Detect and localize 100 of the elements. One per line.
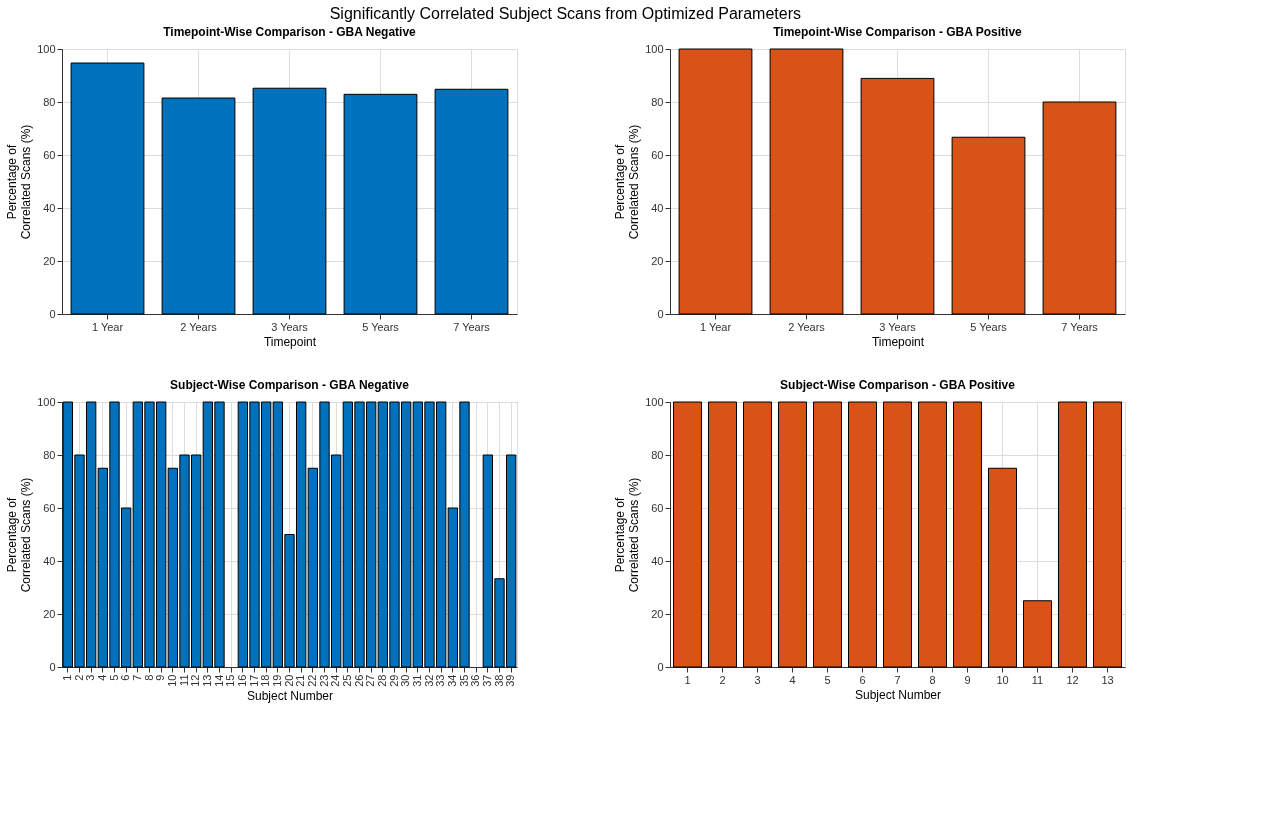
y-tick-label: 20 — [43, 254, 56, 267]
x-tick-label: 11 — [1031, 673, 1044, 686]
y-axis-title: Percentage of Correlated Scans (%) — [5, 124, 34, 240]
x-tick-label: 5 Years — [970, 320, 1008, 333]
x-tick-label: 37 — [480, 674, 493, 687]
chart-title: Timepoint-Wise Comparison - GBA Negative — [163, 25, 417, 39]
bar — [1042, 101, 1117, 315]
x-axis-title: Timepoint — [263, 334, 317, 349]
x-tick-label: 1 — [684, 673, 691, 686]
chart-title: Subject-Wise Comparison - GBA Positive — [780, 378, 1016, 392]
x-tick-label: 13 — [1101, 673, 1114, 686]
x-tick-label: 9 — [964, 673, 971, 686]
bar — [1058, 401, 1087, 668]
bar — [1023, 600, 1052, 668]
y-tick-label: 80 — [651, 448, 664, 461]
x-tick-label: 18 — [259, 674, 272, 687]
bar — [769, 48, 844, 315]
y-tick-label: 60 — [43, 501, 56, 514]
y-tick-label: 80 — [43, 95, 56, 108]
x-tick-label: 7 — [130, 674, 143, 681]
x-tick-label: 4 — [95, 674, 108, 681]
y-tick-label: 80 — [651, 95, 664, 108]
bar — [848, 401, 877, 668]
y-tick-label: 40 — [43, 554, 56, 567]
y-tick-label: 100 — [37, 42, 56, 55]
x-tick-label: 6 — [119, 674, 132, 681]
chart-title: Timepoint-Wise Comparison - GBA Positive — [773, 25, 1023, 39]
x-tick-label: 5 Years — [362, 320, 400, 333]
x-tick-label: 38 — [492, 674, 505, 687]
x-tick-label: 14 — [212, 674, 225, 687]
y-tick-label: 60 — [651, 148, 664, 161]
y-tick-label: 0 — [49, 307, 56, 320]
bar — [343, 93, 418, 315]
x-tick-label: 8 — [929, 673, 936, 686]
x-tick-label: 25 — [340, 674, 353, 687]
y-tick-label: 40 — [651, 554, 664, 567]
y-tick-label: 20 — [43, 607, 56, 620]
x-tick-label: 27 — [364, 674, 377, 687]
x-tick-label: 31 — [410, 674, 423, 687]
x-tick-label: 15 — [224, 674, 237, 687]
x-tick-label: 2 Years — [788, 320, 826, 333]
y-tick-label: 80 — [43, 448, 56, 461]
bar — [1093, 401, 1122, 668]
x-axis-title: Subject Number — [246, 688, 334, 703]
x-tick-label: 28 — [375, 674, 388, 687]
x-tick-label: 16 — [235, 674, 248, 687]
x-tick-label: 9 — [154, 674, 167, 681]
x-tick-label: 12 — [189, 674, 202, 687]
x-tick-label: 17 — [247, 674, 260, 687]
bar — [813, 401, 842, 668]
x-tick-label: 2 — [719, 673, 726, 686]
x-tick-label: 2 Years — [180, 320, 218, 333]
x-tick-label: 12 — [1066, 673, 1079, 686]
x-tick-label: 35 — [457, 674, 470, 687]
y-tick-label: 0 — [657, 660, 664, 673]
x-tick-label: 6 — [859, 673, 866, 686]
x-tick-label: 29 — [387, 674, 400, 687]
x-tick-label: 4 — [789, 673, 796, 686]
bar — [778, 401, 807, 668]
x-tick-label: 10 — [996, 673, 1009, 686]
x-tick-label: 20 — [282, 674, 295, 687]
x-tick-label: 3 Years — [879, 320, 917, 333]
x-tick-label: 5 — [824, 673, 831, 686]
bar — [860, 77, 935, 315]
x-tick-label: 10 — [165, 674, 178, 687]
y-tick-label: 0 — [657, 307, 664, 320]
y-axis-title: Percentage of Correlated Scans (%) — [5, 477, 34, 593]
x-tick-label: 3 — [754, 673, 761, 686]
bar — [953, 401, 982, 668]
x-tick-label: 1 Year — [91, 320, 124, 333]
x-tick-label: 39 — [504, 674, 517, 687]
y-tick-label: 40 — [651, 201, 664, 214]
x-tick-label: 13 — [200, 674, 213, 687]
x-tick-label: 23 — [317, 674, 330, 687]
x-tick-label: 7 Years — [1061, 320, 1099, 333]
x-tick-label: 36 — [469, 674, 482, 687]
x-tick-label: 2 — [72, 674, 85, 681]
bar — [708, 401, 737, 668]
y-tick-label: 60 — [651, 501, 664, 514]
bar — [918, 401, 947, 668]
x-tick-label: 19 — [270, 674, 283, 687]
bar — [252, 87, 327, 315]
x-tick-label: 5 — [107, 674, 120, 681]
x-tick-label: 1 Year — [699, 320, 732, 333]
bar — [883, 401, 912, 668]
bar — [743, 401, 772, 668]
x-tick-label: 22 — [305, 674, 318, 687]
x-tick-label: 7 — [894, 673, 901, 686]
bar — [988, 467, 1017, 668]
x-tick-label: 21 — [294, 674, 307, 687]
y-tick-label: 0 — [49, 660, 56, 673]
x-axis-title: Subject Number — [854, 687, 942, 702]
y-tick-label: 100 — [37, 395, 56, 408]
y-tick-label: 100 — [645, 395, 664, 408]
bar — [70, 62, 145, 315]
x-tick-label: 3 — [84, 674, 97, 681]
text: Significantly Correlated Subject Scans from Optimized Parameters — [329, 4, 801, 22]
x-tick-label: 11 — [177, 674, 190, 686]
y-tick-label: 20 — [651, 254, 664, 267]
y-tick-label: 20 — [651, 607, 664, 620]
